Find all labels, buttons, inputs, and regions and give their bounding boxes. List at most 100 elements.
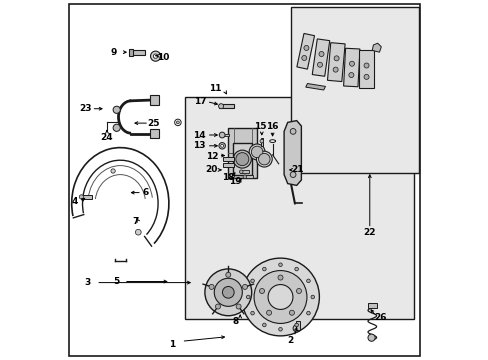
Circle shape (262, 267, 265, 271)
Text: 25: 25 (147, 119, 160, 128)
Circle shape (363, 63, 368, 68)
Circle shape (259, 288, 264, 293)
Circle shape (349, 61, 354, 66)
Circle shape (310, 295, 314, 299)
Circle shape (262, 323, 265, 327)
Circle shape (214, 278, 242, 306)
Bar (131, 50, 144, 55)
Text: 24: 24 (101, 133, 113, 142)
Circle shape (254, 271, 306, 323)
Text: 1: 1 (168, 341, 175, 349)
Circle shape (204, 269, 251, 316)
Text: 20: 20 (205, 166, 217, 175)
Bar (222, 134, 228, 136)
Bar (367, 303, 376, 308)
Circle shape (332, 67, 338, 72)
Bar (149, 129, 159, 138)
Text: 12: 12 (205, 152, 218, 161)
Text: 16: 16 (266, 122, 278, 131)
Circle shape (277, 275, 283, 280)
Circle shape (242, 284, 247, 289)
Text: 13: 13 (193, 141, 205, 150)
Circle shape (301, 55, 306, 60)
Circle shape (222, 287, 234, 298)
Polygon shape (296, 33, 314, 69)
Text: 7: 7 (132, 217, 139, 226)
Circle shape (111, 169, 115, 173)
Bar (240, 170, 249, 173)
Circle shape (348, 72, 353, 77)
Text: 18: 18 (222, 173, 234, 182)
Bar (244, 175, 252, 178)
Text: 3: 3 (84, 278, 90, 287)
Circle shape (246, 295, 249, 299)
Circle shape (266, 310, 271, 315)
Bar (129, 49, 133, 56)
Circle shape (219, 143, 225, 149)
Polygon shape (312, 39, 329, 76)
Circle shape (333, 56, 339, 61)
Circle shape (267, 284, 292, 310)
Circle shape (236, 304, 241, 309)
Circle shape (225, 272, 230, 277)
Circle shape (294, 323, 298, 327)
Circle shape (250, 311, 254, 315)
Circle shape (306, 279, 309, 283)
Bar (228, 128, 257, 178)
Circle shape (306, 311, 309, 315)
Bar (223, 163, 233, 167)
Circle shape (289, 172, 295, 177)
Circle shape (219, 132, 224, 138)
Text: 9: 9 (111, 48, 117, 57)
Circle shape (292, 325, 300, 332)
Text: 2: 2 (287, 336, 293, 345)
Text: 22: 22 (363, 228, 375, 237)
Text: 5: 5 (113, 277, 120, 286)
Text: 11: 11 (209, 84, 222, 93)
Bar (232, 143, 252, 175)
Circle shape (113, 124, 120, 131)
Circle shape (233, 150, 251, 168)
Bar (149, 95, 159, 105)
Circle shape (153, 54, 158, 58)
Circle shape (317, 62, 322, 67)
Bar (185, 97, 413, 319)
Circle shape (249, 144, 264, 160)
Circle shape (289, 310, 294, 315)
Circle shape (220, 144, 223, 147)
Bar (81, 195, 91, 199)
Circle shape (243, 175, 246, 179)
Circle shape (209, 284, 214, 289)
Circle shape (218, 104, 223, 109)
Circle shape (235, 153, 248, 166)
Text: 15: 15 (254, 122, 266, 131)
Bar (291, 7, 418, 173)
Bar (223, 157, 233, 161)
Polygon shape (284, 121, 301, 185)
Circle shape (278, 328, 282, 331)
Circle shape (296, 288, 301, 293)
Text: 23: 23 (79, 104, 91, 113)
Text: 21: 21 (291, 166, 304, 175)
Circle shape (79, 195, 83, 199)
Circle shape (289, 129, 295, 134)
Circle shape (135, 229, 141, 235)
Circle shape (113, 106, 120, 113)
Circle shape (258, 153, 269, 165)
Polygon shape (327, 42, 345, 82)
Circle shape (256, 151, 272, 167)
Text: 8: 8 (232, 317, 238, 325)
Text: 19: 19 (229, 177, 242, 186)
Circle shape (250, 279, 254, 283)
Bar (219, 104, 233, 108)
Circle shape (278, 263, 282, 266)
Text: 26: 26 (374, 313, 386, 322)
Text: 10: 10 (157, 53, 169, 62)
Circle shape (363, 75, 368, 80)
Circle shape (241, 258, 319, 336)
Circle shape (294, 267, 298, 271)
Polygon shape (343, 48, 359, 87)
Circle shape (150, 51, 160, 61)
Polygon shape (305, 84, 325, 90)
Text: 6: 6 (142, 188, 148, 197)
